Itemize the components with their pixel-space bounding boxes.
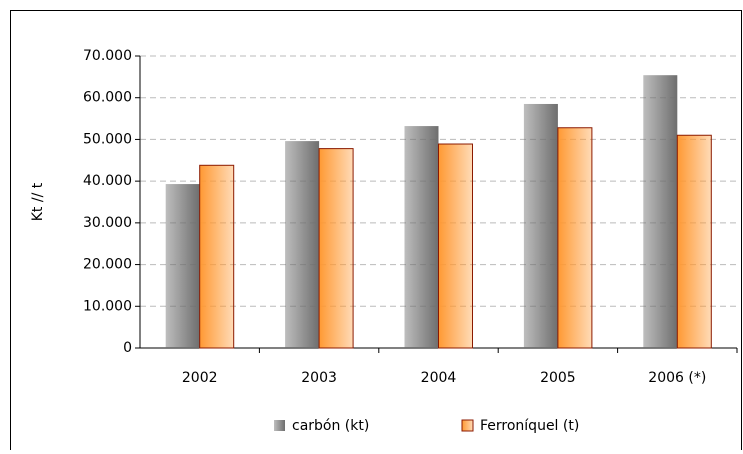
bar — [438, 143, 473, 349]
x-tick-label: 2006 (*) — [648, 370, 706, 386]
bar — [557, 127, 593, 349]
bar — [318, 148, 354, 349]
bar — [404, 126, 439, 348]
legend-label: Ferroníquel (t) — [480, 418, 579, 434]
x-tick-label: 2004 — [421, 370, 457, 386]
y-tick-label: 60.000 — [83, 90, 132, 106]
y-axis-label: Kt // t — [30, 182, 46, 221]
bar — [165, 184, 200, 348]
y-tick-label: 40.000 — [83, 173, 132, 189]
y-tick-label: 20.000 — [83, 257, 132, 273]
legend-swatch — [274, 420, 285, 431]
x-tick-label: 2005 — [540, 370, 576, 386]
y-tick-label: 30.000 — [83, 215, 132, 231]
legend-label: carbón (kt) — [292, 418, 369, 434]
y-tick-label: 10.000 — [83, 298, 132, 314]
x-tick-label: 2003 — [301, 370, 337, 386]
x-tick-label: 2002 — [182, 370, 218, 386]
y-tick-label: 50.000 — [83, 131, 132, 147]
bar — [523, 103, 558, 348]
legend-swatch — [461, 419, 474, 432]
bar — [676, 134, 712, 349]
y-tick-label: 0 — [123, 340, 132, 356]
chart-frame — [10, 10, 742, 450]
bar — [199, 164, 235, 349]
bar — [643, 75, 678, 348]
bar — [285, 141, 320, 348]
y-tick-label: 70.000 — [83, 48, 132, 64]
